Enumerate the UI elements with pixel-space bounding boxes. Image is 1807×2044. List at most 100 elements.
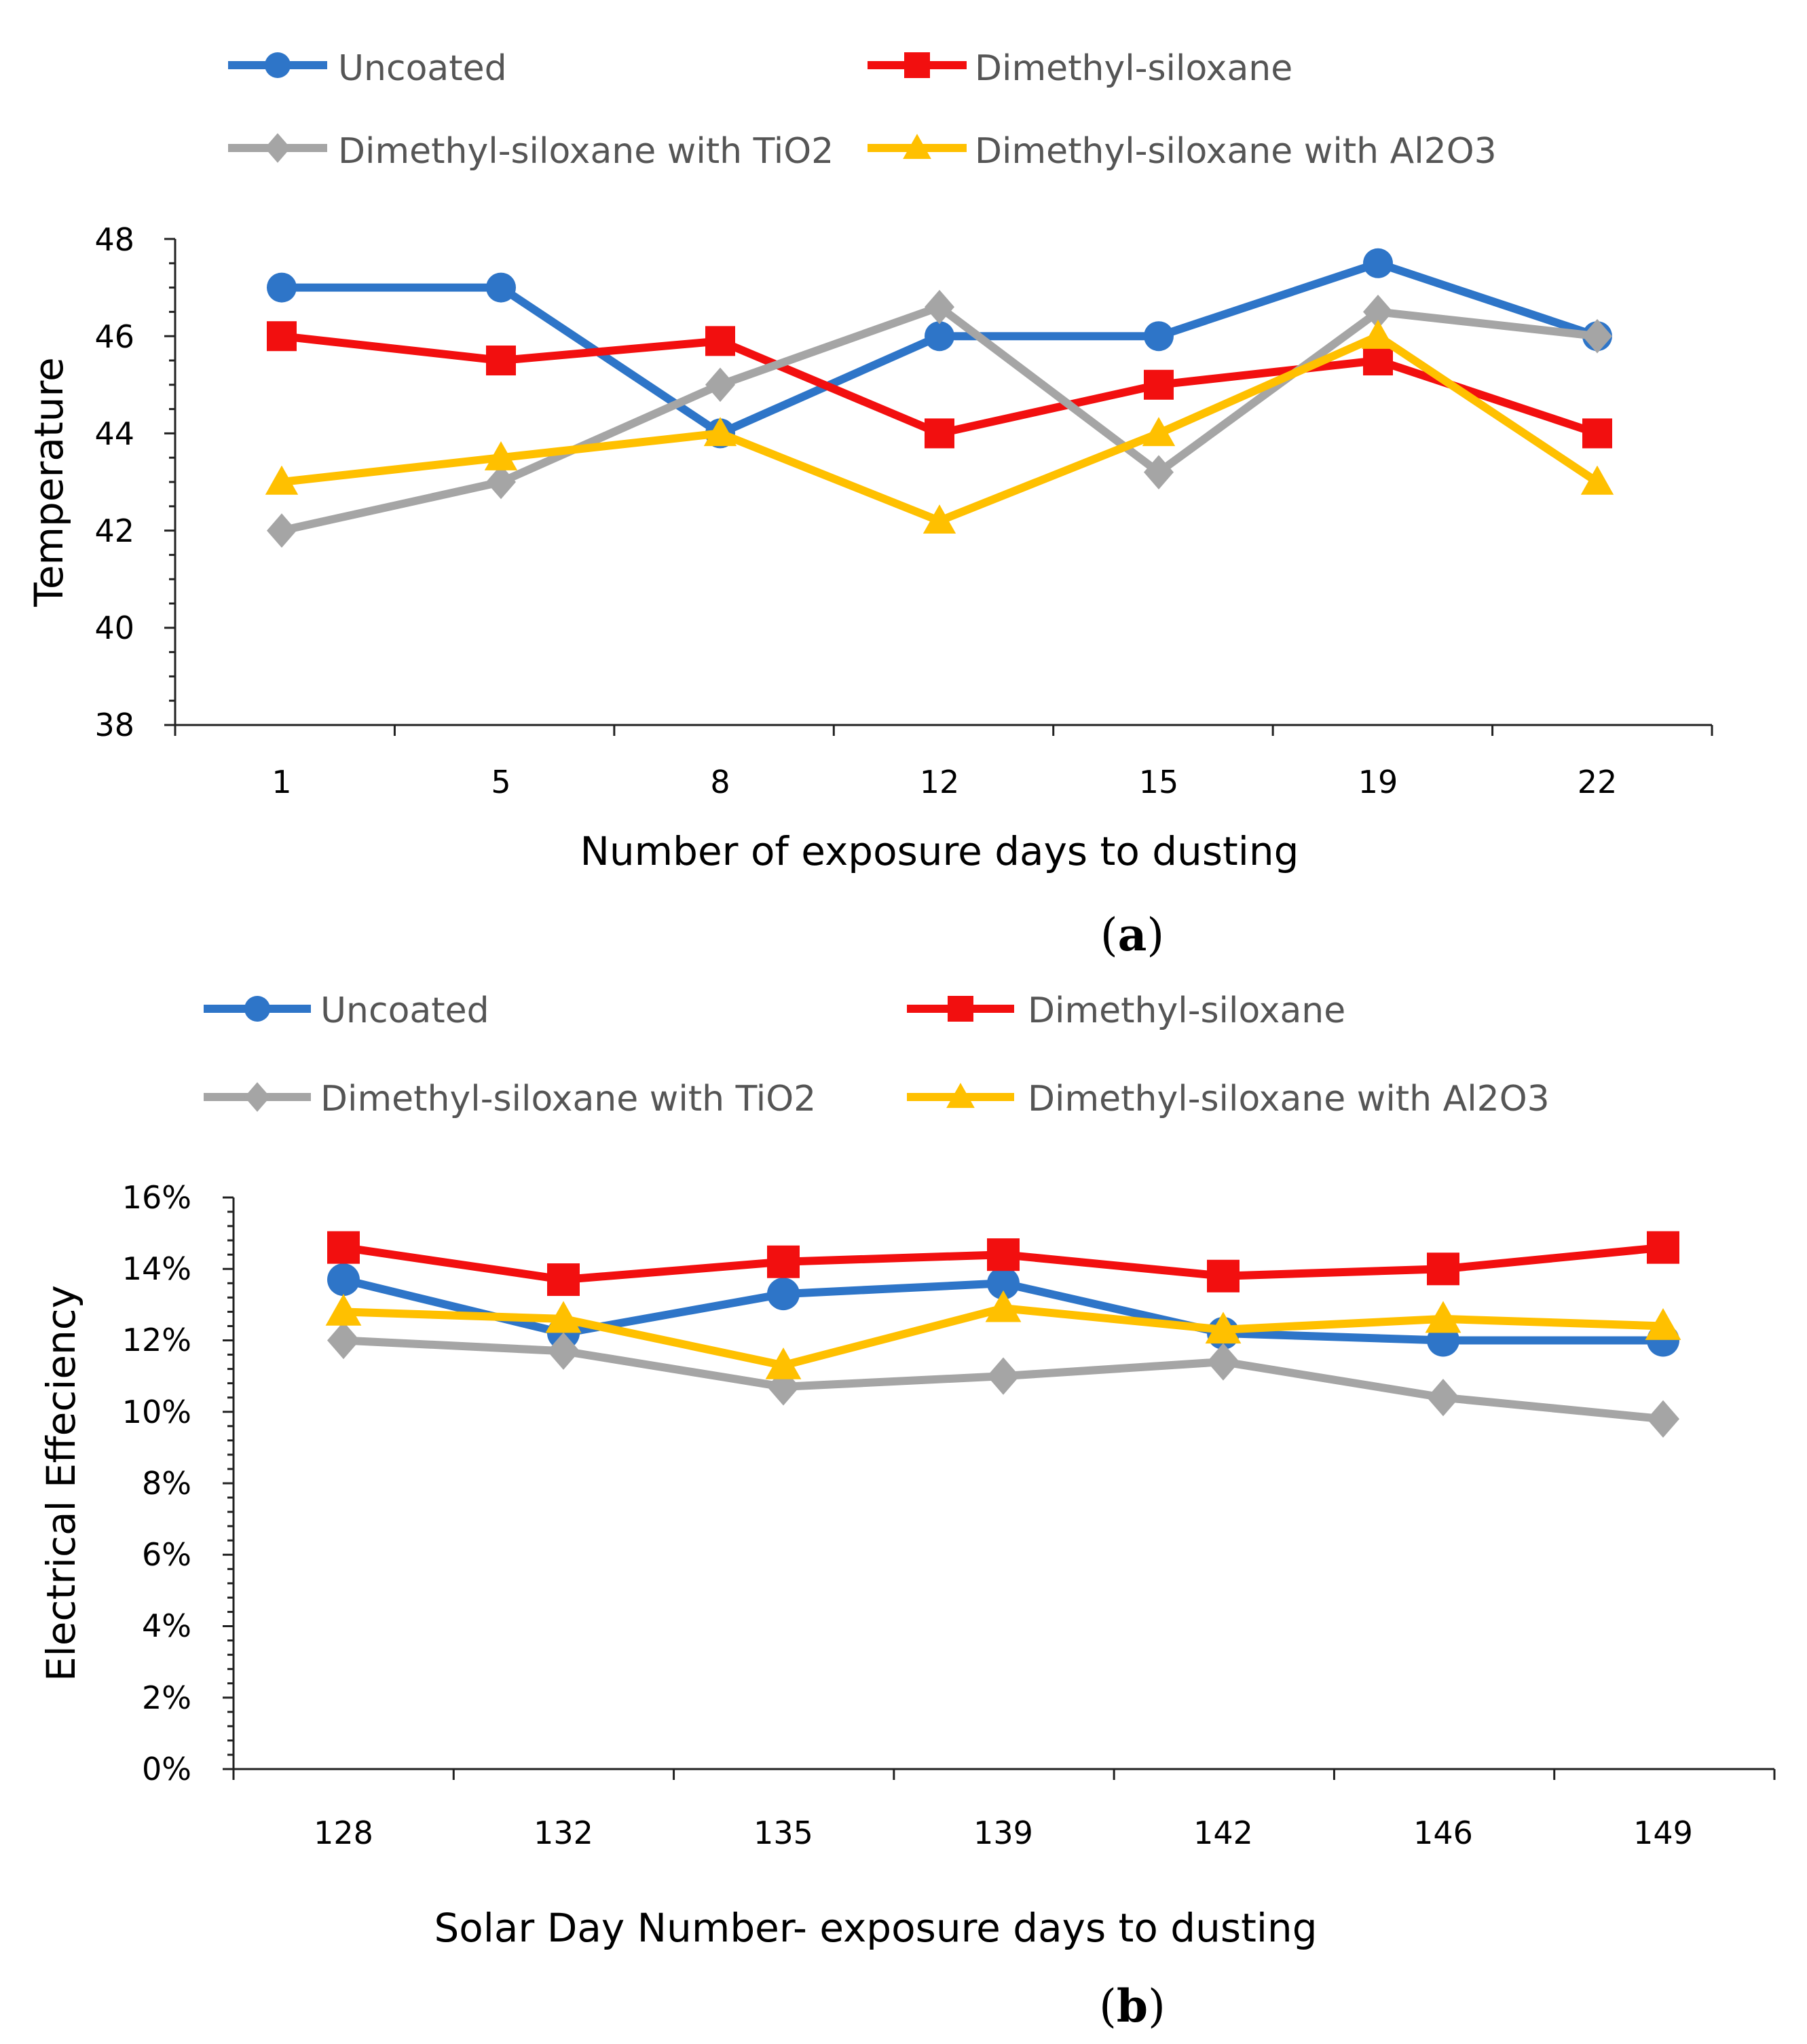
series-b-3-point-4 <box>1205 1312 1242 1344</box>
x-tick-label-b-1: 132 <box>534 1815 593 1851</box>
legend-a-swatch-marker-0 <box>265 52 291 78</box>
y-tick-label-a-4: 46 <box>94 318 134 355</box>
legend-b-item-3: Dimethyl-siloxane with Al2O3 <box>907 1079 1550 1119</box>
series-a-1 <box>267 321 1612 449</box>
series-b-1 <box>327 1231 1679 1297</box>
legend-b-swatch-3 <box>907 1083 1014 1109</box>
series-a-0-point-0 <box>267 272 297 303</box>
x-tick-label-a-2: 8 <box>710 764 730 800</box>
legend-b-swatch-1 <box>907 996 1014 1022</box>
legend-a-swatch-0 <box>228 52 327 78</box>
series-a-3-point-6 <box>1580 465 1614 495</box>
series-a-1-point-6 <box>1582 418 1612 449</box>
series-b-2-point-4 <box>1207 1343 1240 1381</box>
series-b-2-point-0 <box>327 1321 360 1360</box>
legend-a-label-1: Dimethyl-siloxane <box>975 48 1292 89</box>
y-tick-label-b-0: 0% <box>142 1751 191 1787</box>
legend-b-swatch-0 <box>204 996 311 1022</box>
series-b-2-point-6 <box>1647 1400 1679 1438</box>
y-axis-title-b: Electrical Effeciency <box>38 1285 84 1681</box>
series-lines-b <box>325 1231 1681 1438</box>
y-tick-label-b-2: 4% <box>142 1608 191 1644</box>
panel-label-b: (b) <box>1099 1980 1166 2032</box>
legend-b-label-3: Dimethyl-siloxane with Al2O3 <box>1028 1079 1550 1119</box>
series-a-3 <box>265 320 1614 534</box>
series-b-0-point-3 <box>987 1267 1020 1300</box>
x-tick-label-b-3: 139 <box>973 1815 1033 1851</box>
series-a-2-point-2 <box>705 367 735 403</box>
series-a-3-point-2 <box>703 417 737 447</box>
y-tick-label-b-8: 16% <box>122 1179 191 1216</box>
series-a-0 <box>267 248 1612 449</box>
legend-b-label-2: Dimethyl-siloxane with TiO2 <box>320 1079 816 1119</box>
series-b-1-point-2 <box>767 1245 800 1278</box>
legend-a-swatch-2 <box>228 133 327 163</box>
panel-label-b-letter: b <box>1117 1980 1148 2032</box>
series-a-2-point-4 <box>1144 455 1174 489</box>
series-a-2-point-3 <box>925 289 954 324</box>
x-tick-label-b-5: 146 <box>1413 1815 1473 1851</box>
panel-label-a-close: ) <box>1147 909 1164 961</box>
y-tick-label-b-7: 14% <box>122 1250 191 1287</box>
panel-label-a-letter: a <box>1118 908 1147 961</box>
y-tick-label-b-5: 10% <box>122 1394 191 1430</box>
legend-b-swatch-marker-3 <box>946 1083 975 1109</box>
series-a-2-point-1 <box>486 464 516 500</box>
legend-b-swatch-2 <box>204 1082 311 1112</box>
x-tick-labels-b: 128 132 135 139 142 146 149 <box>314 1815 1693 1851</box>
legend-a-label-2: Dimethyl-siloxane with TiO2 <box>338 131 834 172</box>
x-tick-label-b-0: 128 <box>314 1815 373 1851</box>
chart-a: Uncoated Dimethyl-siloxane Dimethyl-silo… <box>26 48 1713 961</box>
legend-a-swatch-marker-1 <box>904 52 930 78</box>
y-ticks-b <box>223 1196 234 1770</box>
legend-a-item-1: Dimethyl-siloxane <box>868 48 1292 89</box>
panel-label-a: (a) <box>1100 908 1164 961</box>
y-tick-label-a-5: 48 <box>94 221 134 258</box>
legend-b: Uncoated Dimethyl-siloxane Dimethyl-silo… <box>204 990 1550 1119</box>
series-lines-a <box>265 248 1614 548</box>
series-b-1-point-6 <box>1647 1231 1679 1264</box>
series-b-2-point-1 <box>547 1332 580 1370</box>
x-ticks-b <box>232 1769 1776 1780</box>
legend-b-item-1: Dimethyl-siloxane <box>907 990 1345 1031</box>
y-tick-label-b-1: 2% <box>142 1679 191 1716</box>
series-a-0-point-5 <box>1363 248 1393 278</box>
legend-a-item-2: Dimethyl-siloxane with TiO2 <box>228 131 834 172</box>
series-b-1-point-4 <box>1207 1259 1240 1293</box>
series-b-1-point-0 <box>327 1231 360 1264</box>
y-tick-labels-b: 0% 2% 4% 6% 8% 10% 12% 14% 16% <box>122 1179 191 1787</box>
panel-label-b-close: ) <box>1148 1980 1166 2032</box>
series-a-3-point-0 <box>265 465 299 495</box>
series-a-3-point-3 <box>923 504 956 534</box>
series-a-1-point-4 <box>1144 369 1174 400</box>
y-tick-label-a-1: 40 <box>94 610 134 646</box>
x-tick-label-a-3: 12 <box>920 764 960 800</box>
y-tick-label-a-0: 38 <box>94 707 134 743</box>
legend-a-swatch-marker-3 <box>903 134 931 160</box>
y-tick-label-a-3: 44 <box>94 415 134 452</box>
series-b-3-point-1 <box>545 1301 582 1333</box>
x-tick-label-b-2: 135 <box>753 1815 813 1851</box>
legend-a-item-3: Dimethyl-siloxane with Al2O3 <box>868 131 1497 172</box>
series-a-3-point-5 <box>1361 320 1395 349</box>
y-tick-label-b-4: 8% <box>142 1465 191 1502</box>
series-b-0-point-0 <box>327 1263 360 1297</box>
series-a-1-point-2 <box>705 326 735 356</box>
legend-b-item-0: Uncoated <box>204 990 489 1031</box>
x-tick-label-a-6: 22 <box>1578 764 1618 800</box>
series-a-2 <box>267 289 1612 548</box>
x-axis-title-b: Solar Day Number- exposure days to dusti… <box>434 1905 1317 1951</box>
series-a-1-point-5 <box>1363 346 1393 375</box>
series-b-3-point-6 <box>1645 1308 1681 1340</box>
series-a-2-point-6 <box>1582 318 1612 354</box>
series-a-1-point-1 <box>486 346 516 375</box>
series-b-1-point-3 <box>987 1238 1020 1271</box>
y-axis-title-a: Temperature <box>26 357 72 607</box>
series-b-2-point-5 <box>1427 1379 1459 1417</box>
series-a-0-point-1 <box>486 272 516 303</box>
series-b-1-point-1 <box>547 1263 580 1297</box>
legend-b-swatch-marker-0 <box>244 996 270 1022</box>
series-b-3-point-0 <box>325 1294 362 1326</box>
legend-b-item-2: Dimethyl-siloxane with TiO2 <box>204 1079 816 1119</box>
